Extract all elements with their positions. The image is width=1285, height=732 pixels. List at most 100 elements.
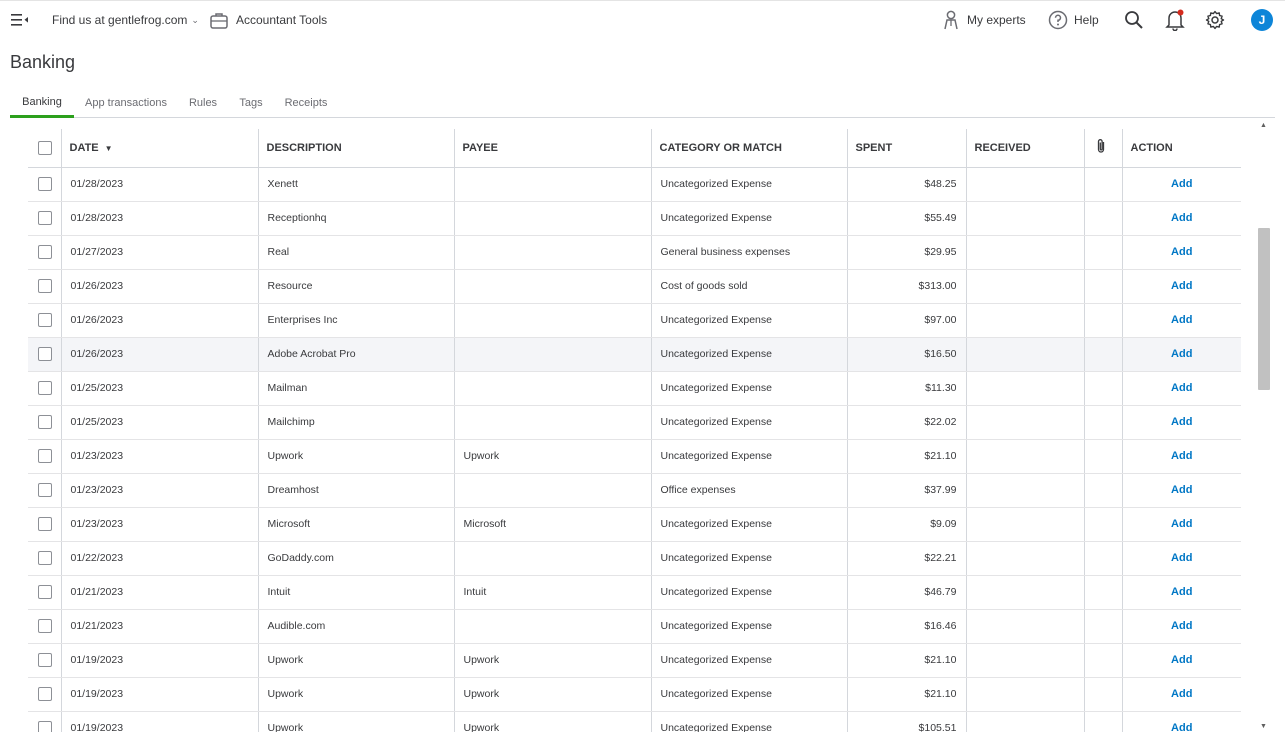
avatar: J xyxy=(1251,9,1273,31)
my-experts-label: My experts xyxy=(967,13,1026,27)
table-row[interactable]: 01/26/2023 Resource Cost of goods sold $313… xyxy=(28,269,1241,304)
tab-rules[interactable]: Rules xyxy=(188,96,218,109)
action-cell: Add xyxy=(1121,269,1241,304)
accountant-tools-button[interactable]: Accountant Tools xyxy=(210,1,327,39)
table-row[interactable]: 01/21/2023 Intuit Intuit Uncategorized Expe… xyxy=(28,575,1241,610)
payee-cell xyxy=(453,269,651,304)
row-checkbox-cell xyxy=(28,575,61,610)
table-row[interactable]: 01/23/2023 Dreamhost Office expenses $37.99… xyxy=(28,473,1241,508)
date-cell: 01/28/2023 xyxy=(60,201,258,236)
row-checkbox[interactable] xyxy=(38,517,52,531)
attachment-column-header xyxy=(1083,129,1122,168)
table-row[interactable]: 01/26/2023 Enterprises Inc Uncategorized E… xyxy=(28,303,1241,338)
row-checkbox[interactable] xyxy=(38,415,52,429)
table-row[interactable]: 01/23/2023 Microsoft Microsoft Uncategorize… xyxy=(28,507,1241,542)
attachment-cell xyxy=(1083,473,1122,508)
row-checkbox[interactable] xyxy=(38,449,52,463)
row-checkbox[interactable] xyxy=(38,313,52,327)
search-button[interactable] xyxy=(1124,1,1144,39)
select-all-checkbox[interactable] xyxy=(38,140,52,155)
add-button[interactable]: Add xyxy=(1171,688,1193,700)
add-button[interactable]: Add xyxy=(1171,212,1193,224)
row-checkbox[interactable] xyxy=(38,279,52,293)
scrollbar-thumb[interactable] xyxy=(1258,228,1270,390)
add-button[interactable]: Add xyxy=(1171,314,1193,326)
row-checkbox[interactable] xyxy=(38,721,52,732)
my-experts-button[interactable]: My experts xyxy=(943,1,1026,39)
description-cell: Upwork xyxy=(257,439,454,474)
table-row[interactable]: 01/19/2023 Upwork Upwork Uncategorized Expe… xyxy=(28,677,1241,712)
add-button[interactable]: Add xyxy=(1171,416,1193,428)
add-button[interactable]: Add xyxy=(1171,722,1193,732)
scroll-up-arrow-icon[interactable]: ▲ xyxy=(1260,122,1267,129)
description-cell: GoDaddy.com xyxy=(257,541,454,576)
table-row[interactable]: 01/25/2023 Mailman Uncategorized Expense $1… xyxy=(28,371,1241,406)
tab-receipts[interactable]: Receipts xyxy=(284,96,328,109)
table-header-row: DATE ▼ DESCRIPTION PAYEE CATEGORY OR MATC… xyxy=(28,129,1241,168)
add-button[interactable]: Add xyxy=(1171,348,1193,360)
table-row[interactable]: 01/19/2023 Upwork Upwork Uncategorized Expe… xyxy=(28,711,1241,732)
date-column-header[interactable]: DATE ▼ xyxy=(60,129,258,168)
row-checkbox[interactable] xyxy=(38,381,52,395)
row-checkbox[interactable] xyxy=(38,245,52,259)
add-button[interactable]: Add xyxy=(1171,654,1193,666)
add-button[interactable]: Add xyxy=(1171,382,1193,394)
action-cell: Add xyxy=(1121,507,1241,542)
company-switcher[interactable]: Find us at gentlefrog.com ⌄ xyxy=(52,1,199,39)
add-button[interactable]: Add xyxy=(1171,484,1193,496)
add-button[interactable]: Add xyxy=(1171,280,1193,292)
date-cell: 01/26/2023 xyxy=(60,303,258,338)
add-button[interactable]: Add xyxy=(1171,586,1193,598)
add-button[interactable]: Add xyxy=(1171,552,1193,564)
row-checkbox[interactable] xyxy=(38,347,52,361)
help-button[interactable]: Help xyxy=(1048,1,1099,39)
add-button[interactable]: Add xyxy=(1171,620,1193,632)
accountant-tools-label: Accountant Tools xyxy=(236,13,328,27)
add-button[interactable]: Add xyxy=(1171,518,1193,530)
description-cell: Real xyxy=(257,235,454,270)
add-button[interactable]: Add xyxy=(1171,178,1193,190)
payee-cell xyxy=(453,609,651,644)
table-row[interactable]: 01/21/2023 Audible.com Uncategorized Expen… xyxy=(28,609,1241,644)
vertical-scrollbar[interactable]: ▲ ▼ xyxy=(1257,120,1271,732)
row-checkbox[interactable] xyxy=(38,177,52,191)
tab-banking[interactable]: Banking xyxy=(10,88,74,118)
table-row[interactable]: 01/23/2023 Upwork Upwork Uncategorized Expe… xyxy=(28,439,1241,474)
paperclip-icon xyxy=(1097,139,1104,153)
description-cell: Mailchimp xyxy=(257,405,454,440)
menu-toggle-button[interactable] xyxy=(11,1,29,39)
row-checkbox[interactable] xyxy=(38,653,52,667)
settings-button[interactable] xyxy=(1205,1,1225,39)
table-row[interactable]: 01/28/2023 Receptionhq Uncategorized Expen… xyxy=(28,201,1241,236)
search-icon xyxy=(1125,11,1143,29)
row-checkbox[interactable] xyxy=(38,551,52,565)
scroll-down-arrow-icon[interactable]: ▼ xyxy=(1260,723,1267,730)
attachment-cell xyxy=(1083,201,1122,236)
table-row[interactable]: 01/27/2023 Real General business expenses $… xyxy=(28,235,1241,270)
row-checkbox[interactable] xyxy=(38,687,52,701)
spent-column-header[interactable]: SPENT xyxy=(846,129,966,168)
table-row[interactable]: 01/22/2023 GoDaddy.com Uncategorized Expen… xyxy=(28,541,1241,576)
spent-cell: $313.00 xyxy=(846,269,966,304)
add-button[interactable]: Add xyxy=(1171,246,1193,258)
table-row[interactable]: 01/26/2023 Adobe Acrobat Pro Uncategorized… xyxy=(28,337,1241,372)
table-row[interactable]: 01/25/2023 Mailchimp Uncategorized Expense… xyxy=(28,405,1241,440)
row-checkbox[interactable] xyxy=(38,585,52,599)
add-button[interactable]: Add xyxy=(1171,450,1193,462)
row-checkbox[interactable] xyxy=(38,619,52,633)
attachment-cell xyxy=(1083,575,1122,610)
description-column-header[interactable]: DESCRIPTION xyxy=(257,129,454,168)
tab-tags[interactable]: Tags xyxy=(239,96,263,109)
description-cell: Xenett xyxy=(257,167,454,202)
row-checkbox[interactable] xyxy=(38,483,52,497)
table-row[interactable]: 01/28/2023 Xenett Uncategorized Expense $48… xyxy=(28,167,1241,202)
received-column-header[interactable]: RECEIVED xyxy=(965,129,1084,168)
table-row[interactable]: 01/19/2023 Upwork Upwork Uncategorized Expe… xyxy=(28,643,1241,678)
category-column-header[interactable]: CATEGORY OR MATCH xyxy=(650,129,847,168)
row-checkbox[interactable] xyxy=(38,211,52,225)
payee-column-header[interactable]: PAYEE xyxy=(453,129,651,168)
tab-app-transactions[interactable]: App transactions xyxy=(85,96,167,109)
user-menu-button[interactable]: J xyxy=(1251,1,1273,39)
notifications-button[interactable] xyxy=(1165,1,1185,39)
description-cell: Adobe Acrobat Pro xyxy=(257,337,454,372)
